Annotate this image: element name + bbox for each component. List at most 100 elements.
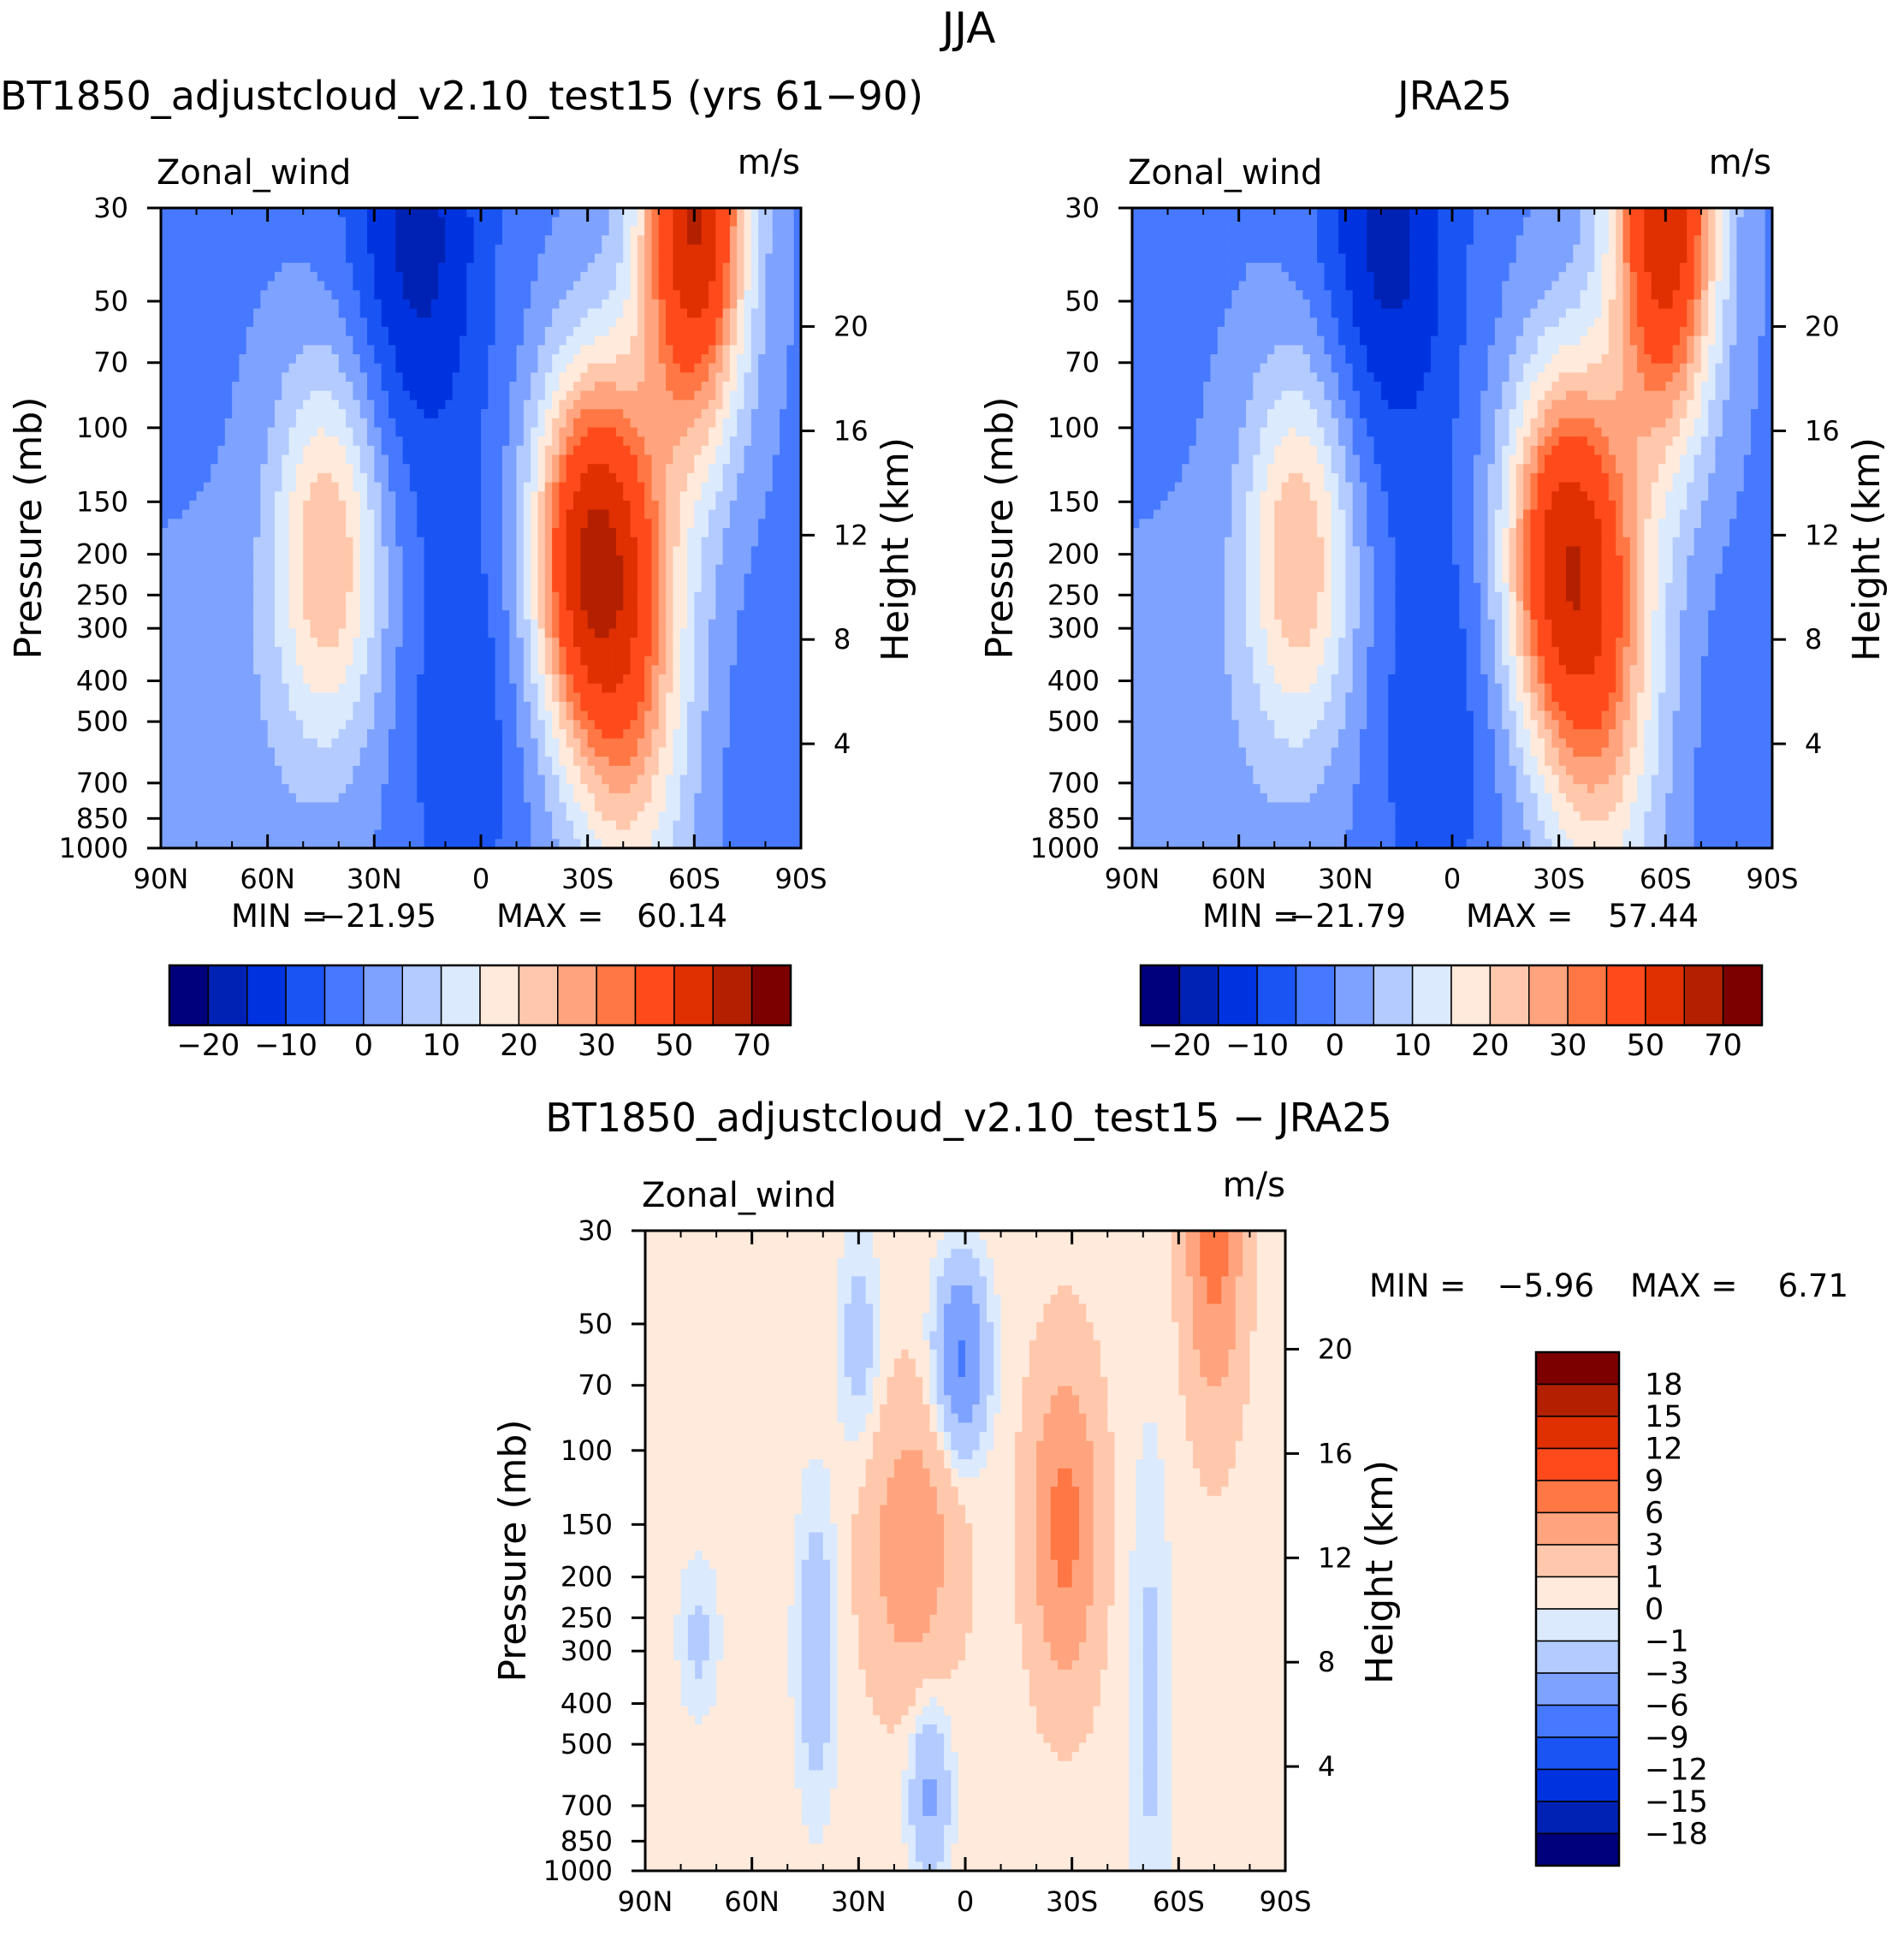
contour-cell [253, 519, 261, 529]
contour-cell [203, 345, 211, 355]
contour-cell [224, 363, 233, 373]
contour-cell [288, 308, 297, 318]
contour-cell [737, 564, 745, 575]
contour-cell [282, 601, 290, 611]
contour-cell [708, 537, 716, 547]
contour-cell [516, 500, 525, 511]
contour-cell [310, 263, 318, 273]
contour-cell [509, 638, 518, 648]
contour-cell [232, 382, 240, 392]
contour-cell [537, 353, 546, 365]
contour-cell [260, 509, 269, 519]
contour-cell [744, 427, 752, 437]
contour-cell [310, 537, 318, 547]
contour-cell [793, 509, 802, 519]
contour-cell [217, 382, 226, 392]
contour-cell [537, 591, 546, 602]
contour-cell [488, 564, 496, 575]
contour-cell [501, 271, 510, 282]
contour-cell [523, 509, 531, 519]
contour-cell [673, 217, 681, 227]
contour-cell [239, 509, 247, 519]
contour-cell [488, 390, 496, 401]
contour-cell [452, 299, 460, 310]
contour-cell [666, 500, 673, 511]
contour-cell [708, 464, 716, 474]
contour-cell [353, 674, 361, 685]
contour-cell [750, 646, 759, 657]
contour-cell [452, 619, 460, 630]
contour-cell [181, 656, 190, 666]
contour-cell [594, 500, 602, 511]
contour-cell [615, 427, 624, 437]
contour-cell [722, 335, 731, 346]
contour-cell [687, 281, 695, 291]
contour-cell [274, 702, 282, 712]
contour-cell [495, 436, 503, 447]
contour-cell [466, 326, 475, 337]
contour-cell [452, 290, 460, 300]
contour-cell [509, 564, 518, 575]
contour-cell [481, 619, 489, 630]
contour-cell [430, 208, 439, 218]
contour-cell [750, 281, 759, 291]
contour-cell [708, 226, 716, 236]
contour-cell [630, 217, 638, 227]
contour-cell [523, 445, 531, 456]
contour-cell [460, 382, 467, 392]
contour-cell [430, 610, 439, 620]
contour-cell [608, 427, 617, 437]
contour-cell [722, 591, 731, 602]
contour-cell [267, 683, 276, 693]
contour-cell [651, 217, 660, 227]
contour-cell [338, 427, 347, 437]
contour-cell [381, 208, 389, 218]
contour-cell [260, 610, 269, 620]
contour-cell [750, 610, 759, 620]
contour-cell [381, 472, 389, 484]
contour-cell [295, 628, 304, 638]
contour-cell [374, 646, 383, 657]
contour-cell [409, 299, 418, 310]
contour-cell [501, 546, 510, 556]
contour-cell [587, 674, 596, 685]
contour-cell [324, 345, 333, 355]
contour-cell [452, 271, 460, 282]
contour-cell [587, 619, 596, 630]
contour-cell [424, 591, 432, 602]
contour-cell [516, 702, 525, 712]
contour-cell [466, 564, 475, 575]
contour-cell [758, 235, 767, 246]
contour-cell [430, 472, 439, 484]
contour-cell [310, 638, 318, 648]
contour-cell [359, 390, 368, 401]
contour-cell [615, 326, 624, 337]
contour-cell [409, 500, 418, 511]
contour-cell [594, 683, 602, 693]
contour-cell [531, 217, 539, 227]
contour-cell [488, 244, 496, 255]
contour-cell [239, 638, 247, 648]
contour-cell [501, 436, 510, 447]
contour-cell [544, 253, 553, 264]
contour-cell [715, 326, 724, 337]
contour-cell [260, 692, 269, 703]
contour-cell [573, 509, 581, 519]
contour-cell [679, 638, 688, 648]
contour-cell [161, 454, 169, 465]
contour-cell [438, 335, 447, 346]
contour-cell [765, 445, 774, 456]
contour-cell [495, 290, 503, 300]
contour-cell [374, 702, 383, 712]
contour-cell [623, 638, 632, 648]
contour-cell [466, 335, 475, 346]
contour-cell [793, 372, 802, 383]
contour-cell [488, 692, 496, 703]
contour-cell [537, 372, 546, 383]
contour-cell [338, 390, 347, 401]
contour-cell [608, 674, 617, 685]
contour-cell [509, 217, 518, 227]
contour-cell [181, 591, 190, 602]
contour-cell [409, 509, 418, 519]
contour-cell [602, 299, 610, 310]
